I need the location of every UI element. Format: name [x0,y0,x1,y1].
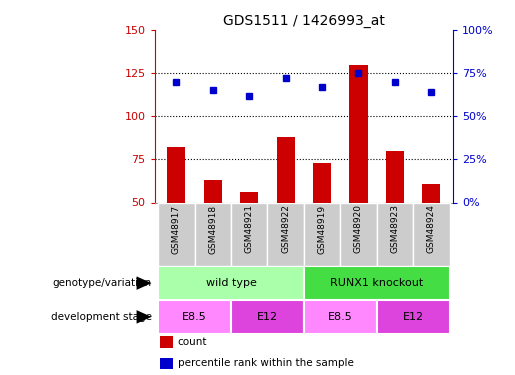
Text: E12: E12 [257,312,278,322]
Text: E8.5: E8.5 [328,312,353,322]
Title: GDS1511 / 1426993_at: GDS1511 / 1426993_at [223,13,385,28]
Text: RUNX1 knockout: RUNX1 knockout [330,278,423,288]
Bar [195,202,231,266]
Bar [167,147,185,202]
Bar [267,202,304,266]
Text: GSM48919: GSM48919 [318,204,327,254]
Text: GSM48920: GSM48920 [354,204,363,254]
Polygon shape [136,310,151,324]
Bar [203,180,222,203]
Bar [231,202,267,266]
Bar [376,202,413,266]
Text: GSM48918: GSM48918 [208,204,217,254]
Text: GSM48922: GSM48922 [281,204,290,253]
Bar [386,151,404,202]
Bar [160,336,173,348]
Text: GSM48924: GSM48924 [427,204,436,253]
Text: GSM48923: GSM48923 [390,204,400,254]
Text: GSM48917: GSM48917 [172,204,181,254]
Bar [340,202,376,266]
Bar [313,163,331,202]
Bar [422,183,440,203]
Bar [349,64,368,203]
Bar [277,137,295,202]
Bar [376,300,450,334]
Bar [158,202,195,266]
Polygon shape [136,276,151,290]
Bar [304,266,450,300]
Text: wild type: wild type [205,278,256,288]
Bar [304,300,376,334]
Text: GSM48921: GSM48921 [245,204,254,254]
Bar [231,300,304,334]
Text: count: count [178,337,207,347]
Text: percentile rank within the sample: percentile rank within the sample [178,358,354,369]
Bar [413,202,450,266]
Text: genotype/variation: genotype/variation [53,278,151,288]
Bar [304,202,340,266]
Bar [160,358,173,369]
Bar [158,300,231,334]
Text: E12: E12 [403,312,424,322]
Text: E8.5: E8.5 [182,312,207,322]
Bar [158,266,304,300]
Text: development stage: development stage [50,312,151,322]
Bar [240,192,259,202]
